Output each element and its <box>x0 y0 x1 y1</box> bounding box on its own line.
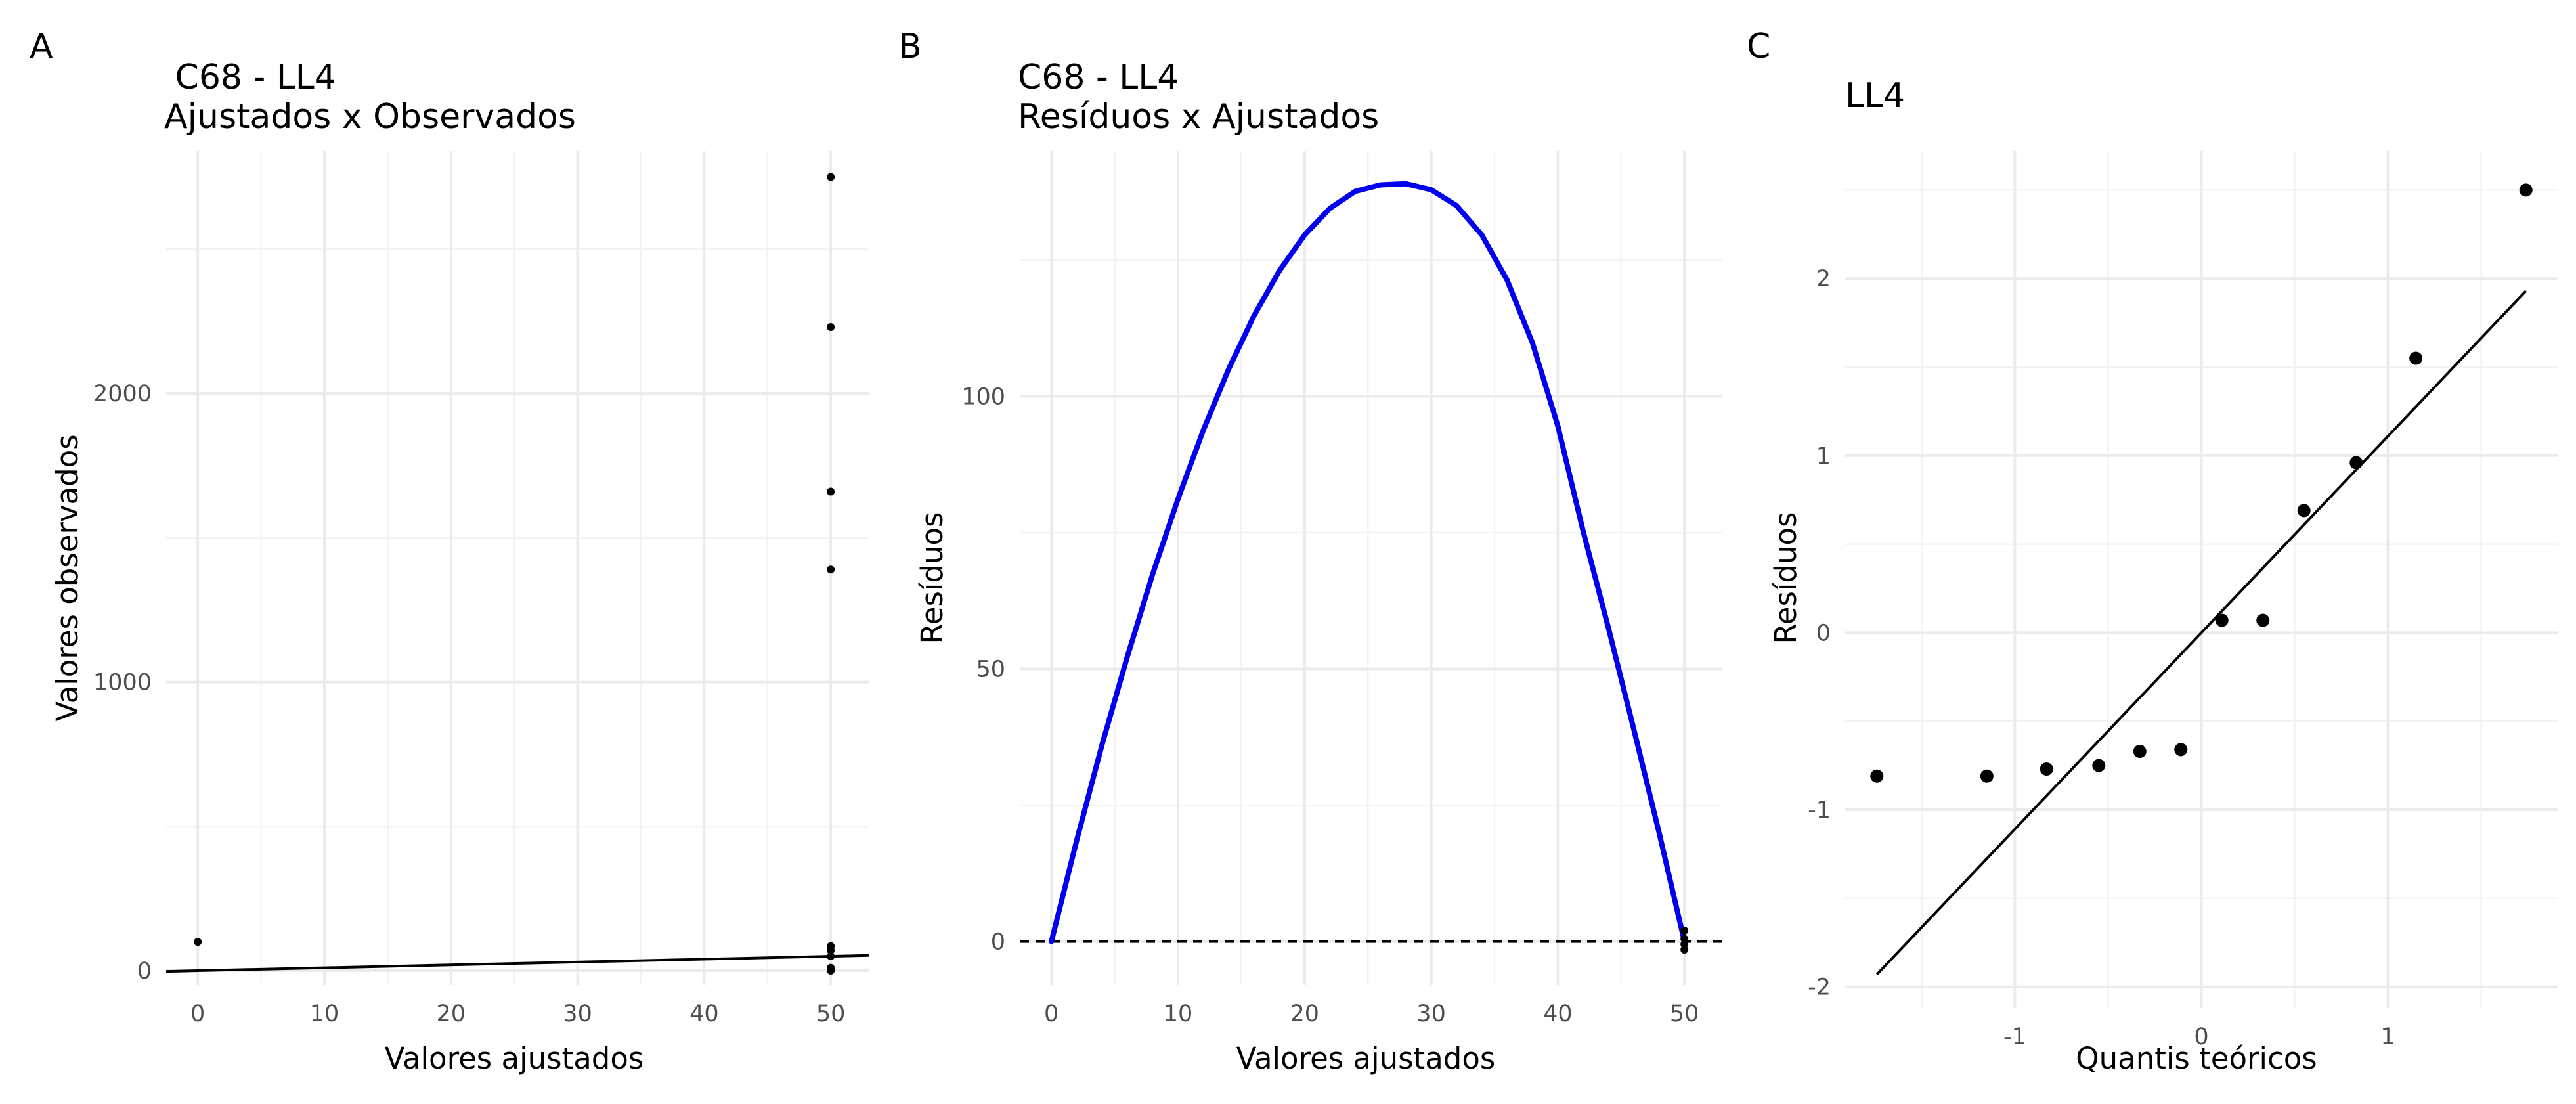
panel-b-plot: 0 10 20 30 40 50 0 50 100 <box>961 151 1722 1027</box>
data-point <box>2256 613 2270 627</box>
data-point <box>1980 769 1994 783</box>
y-tick-label: 0 <box>137 958 152 984</box>
data-point <box>1680 946 1689 954</box>
data-point <box>827 173 835 181</box>
data-point <box>2409 351 2423 365</box>
data-point <box>827 967 835 975</box>
y-tick-label: 0 <box>1816 620 1831 646</box>
data-point <box>2092 759 2106 772</box>
y-tick-label: 100 <box>961 384 1005 410</box>
panel-c-plot: -1 0 1 -2 -1 0 1 2 <box>1808 151 2558 1050</box>
panel-b-xlabel: Valores ajustados <box>1236 1041 1496 1076</box>
panel-b-ylabel: Resíduos <box>915 512 950 644</box>
x-tick-label: 0 <box>2194 1024 2208 1050</box>
data-point <box>2133 745 2147 759</box>
reference-line <box>165 954 869 973</box>
y-tick-label: 50 <box>976 657 1005 683</box>
data-point <box>2215 613 2229 627</box>
panel-a-plot: 0 10 20 30 40 50 0 1000 2000 <box>93 151 869 1027</box>
panel-a-xlabel: Valores ajustados <box>385 1041 644 1076</box>
y-tick-label: 2000 <box>93 381 152 407</box>
panel-a-title-line2: Ajustados x Observados <box>164 97 576 137</box>
x-tick-label: 10 <box>310 1001 339 1027</box>
data-point <box>1870 769 1884 783</box>
residual-curve <box>1049 181 1688 944</box>
data-point <box>827 487 835 496</box>
panel-a: A C68 - LL4 Ajustados x Observados 0 10 20… <box>30 27 869 1076</box>
x-tick-label: 50 <box>816 1001 846 1027</box>
data-point <box>827 946 835 955</box>
x-tick-label: 1 <box>2380 1024 2395 1050</box>
panel-b-title-line1: C68 - LL4 <box>1018 58 1179 97</box>
data-point <box>827 323 835 332</box>
panel-letter-b: B <box>898 27 922 66</box>
y-tick-label: -1 <box>1808 797 1831 824</box>
data-point <box>194 938 202 946</box>
y-tick-label: 1 <box>1816 443 1831 470</box>
panel-b: B C68 - LL4 Resíduos x Ajustados 0 10 20 30… <box>898 27 1722 1076</box>
x-tick-label: 30 <box>1416 1001 1446 1027</box>
panel-b-title-line2: Resíduos x Ajustados <box>1018 97 1379 137</box>
x-tick-label: 40 <box>1543 1001 1573 1027</box>
panel-a-title-line1: C68 - LL4 <box>164 58 336 97</box>
x-tick-label: 30 <box>563 1001 592 1027</box>
y-tick-label: 2 <box>1816 266 1831 292</box>
x-tick-label: 0 <box>1044 1001 1059 1027</box>
data-point <box>1680 926 1689 935</box>
reference-line <box>1875 290 2527 976</box>
data-point <box>2349 456 2363 470</box>
panel-letter-a: A <box>30 27 53 66</box>
data-point <box>2297 504 2311 518</box>
panel-c-xlabel: Quantis teóricos <box>2076 1041 2317 1076</box>
x-tick-label: 20 <box>1290 1001 1320 1027</box>
panel-letter-c: C <box>1747 27 1770 66</box>
data-point <box>827 952 835 961</box>
panel-c: C LL4 -1 0 1 -2 -1 0 1 2 Quantis teóricos Resíd… <box>1747 27 2558 1076</box>
y-tick-label: -2 <box>1808 975 1831 1001</box>
x-tick-label: 50 <box>1670 1001 1699 1027</box>
data-point <box>2174 743 2188 757</box>
x-tick-label: 0 <box>190 1001 205 1027</box>
panel-c-title-line1: LL4 <box>1845 76 1905 116</box>
data-point <box>827 565 835 574</box>
data-point <box>2519 183 2533 197</box>
panel-c-ylabel: Resíduos <box>1768 512 1803 644</box>
data-point <box>2040 762 2053 776</box>
x-tick-label: 10 <box>1164 1001 1193 1027</box>
y-tick-label: 0 <box>991 929 1005 956</box>
x-tick-label: 40 <box>689 1001 719 1027</box>
panel-a-ylabel: Valores observados <box>50 434 85 721</box>
x-tick-label: 20 <box>437 1001 466 1027</box>
data-point <box>1680 935 1689 943</box>
x-tick-label: -1 <box>2003 1024 2026 1050</box>
y-tick-label: 1000 <box>93 670 152 696</box>
data-point <box>1680 940 1689 948</box>
